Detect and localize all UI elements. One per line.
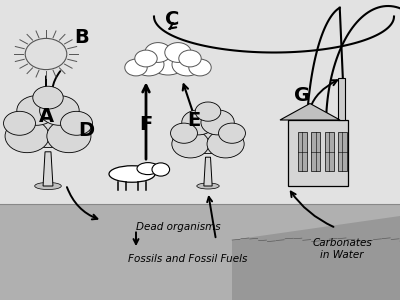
Circle shape [207,130,244,158]
Circle shape [17,96,56,125]
Circle shape [4,111,36,135]
Circle shape [40,96,79,125]
Circle shape [170,123,198,143]
Polygon shape [0,0,400,204]
Ellipse shape [137,163,159,175]
Polygon shape [43,152,53,186]
Text: A: A [38,107,54,127]
Ellipse shape [197,183,219,189]
Circle shape [60,111,92,135]
Circle shape [47,120,91,153]
Circle shape [33,86,63,109]
Circle shape [182,110,215,135]
Text: G: G [294,86,310,106]
Circle shape [189,59,211,76]
Polygon shape [232,216,400,300]
Text: F: F [139,115,153,134]
Circle shape [135,50,157,67]
Polygon shape [0,204,400,300]
Text: Carbonates
in Water: Carbonates in Water [312,238,372,260]
Circle shape [20,105,76,148]
Text: C: C [165,10,179,29]
Text: Fossils and Fossil Fuels: Fossils and Fossil Fuels [128,254,247,265]
Text: Dead organisms: Dead organisms [136,221,221,232]
Circle shape [184,118,232,154]
Polygon shape [288,120,348,186]
Polygon shape [280,103,340,120]
Circle shape [179,50,201,67]
Circle shape [172,130,209,158]
Bar [338,132,347,171]
Text: E: E [187,110,201,130]
Circle shape [25,38,67,70]
Circle shape [195,102,221,121]
Polygon shape [204,157,212,186]
Bar [298,132,307,171]
Circle shape [165,43,191,62]
Circle shape [201,110,234,135]
Circle shape [134,53,164,76]
Circle shape [152,163,170,176]
Circle shape [172,53,202,76]
Text: D: D [78,121,94,140]
Text: B: B [75,28,89,47]
Circle shape [145,43,171,62]
Bar [311,132,320,171]
Circle shape [218,123,246,143]
Bar [325,132,334,171]
Ellipse shape [109,166,155,182]
Circle shape [5,120,49,153]
Circle shape [125,59,147,76]
Ellipse shape [35,182,61,190]
Bar [338,78,345,120]
Circle shape [149,46,187,75]
